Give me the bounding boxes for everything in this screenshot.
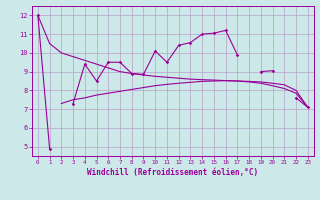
X-axis label: Windchill (Refroidissement éolien,°C): Windchill (Refroidissement éolien,°C) bbox=[87, 168, 258, 177]
